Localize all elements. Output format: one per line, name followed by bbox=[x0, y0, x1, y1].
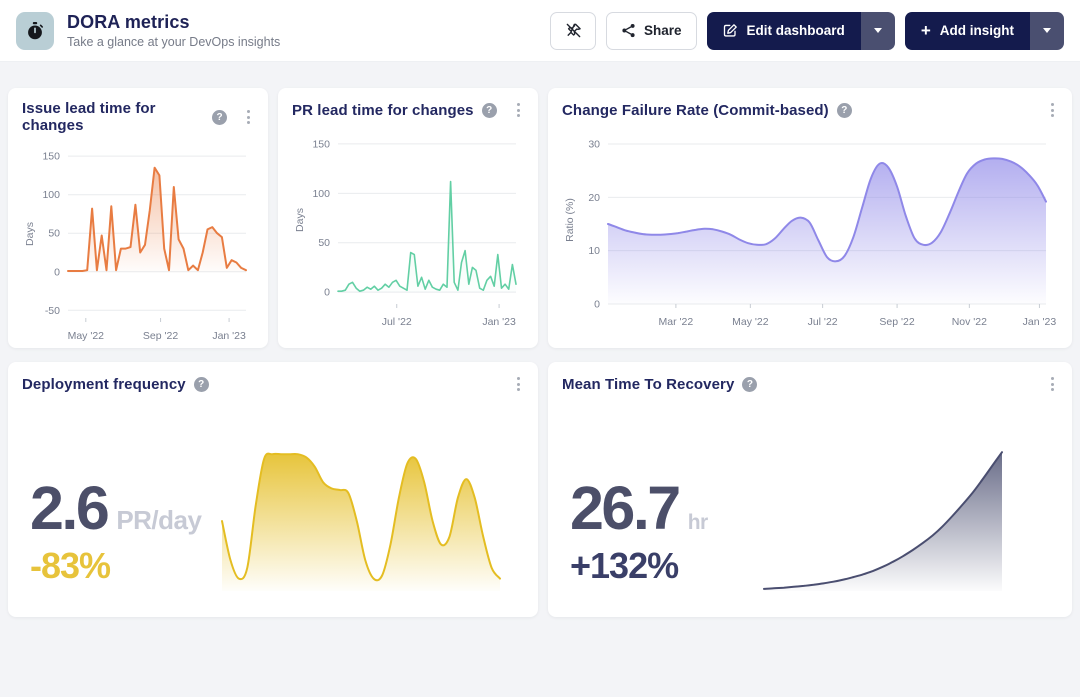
svg-text:-50: -50 bbox=[45, 305, 60, 317]
plus-icon: + bbox=[920, 20, 931, 40]
card-issue-lead-time: Issue lead time for changes ? 150 100 50 0 -… bbox=[8, 88, 268, 348]
card-title-issue-lead-time: Issue lead time for changes bbox=[22, 100, 156, 134]
svg-text:Mar '22: Mar '22 bbox=[659, 316, 694, 328]
mttr-unit: hr bbox=[687, 511, 709, 534]
svg-text:10: 10 bbox=[588, 245, 600, 257]
mttr-sparkline bbox=[762, 443, 1004, 593]
svg-text:Sep '22: Sep '22 bbox=[143, 330, 178, 342]
help-icon[interactable]: ? bbox=[481, 102, 497, 118]
share-button-label: Share bbox=[644, 23, 682, 38]
deployment-frequency-unit: PR/day bbox=[116, 505, 202, 535]
svg-text:150: 150 bbox=[312, 138, 330, 150]
share-icon bbox=[622, 23, 635, 38]
chevron-down-icon bbox=[1043, 28, 1051, 33]
kebab-menu-icon[interactable] bbox=[1047, 100, 1058, 120]
edit-dashboard-caret-button[interactable] bbox=[860, 11, 895, 50]
deployment-frequency-sparkline bbox=[220, 443, 502, 593]
svg-text:Ratio (%): Ratio (%) bbox=[564, 198, 576, 242]
svg-text:Days: Days bbox=[24, 222, 36, 246]
mttr-value: 26.7 bbox=[570, 474, 681, 542]
add-insight-label: Add insight bbox=[939, 23, 1014, 38]
card-change-failure-rate: Change Failure Rate (Commit-based) ? 30 2… bbox=[548, 88, 1072, 348]
svg-text:0: 0 bbox=[324, 287, 330, 299]
card-title-change-failure-rate: Change Failure Rate (Commit-based) bbox=[562, 101, 829, 119]
svg-text:50: 50 bbox=[48, 228, 60, 240]
svg-text:Jan '23: Jan '23 bbox=[212, 330, 246, 342]
add-insight-caret-button[interactable] bbox=[1030, 11, 1064, 50]
add-insight-button[interactable]: + Add insight bbox=[904, 11, 1030, 50]
help-icon[interactable]: ? bbox=[193, 376, 209, 392]
stopwatch-icon bbox=[16, 11, 54, 50]
svg-text:Jul '22: Jul '22 bbox=[382, 316, 412, 328]
mttr-delta: +132% bbox=[570, 545, 679, 586]
help-icon[interactable]: ? bbox=[836, 102, 852, 118]
svg-text:May '22: May '22 bbox=[68, 330, 105, 342]
card-title-mean-time-to-recovery: Mean Time To Recovery bbox=[562, 375, 735, 393]
svg-text:Jan '23: Jan '23 bbox=[482, 316, 516, 328]
svg-text:Jan '23: Jan '23 bbox=[1023, 316, 1057, 328]
svg-text:Days: Days bbox=[294, 208, 306, 232]
svg-text:50: 50 bbox=[318, 237, 330, 249]
edit-dashboard-label: Edit dashboard bbox=[746, 23, 845, 38]
add-insight-split-button: + Add insight bbox=[904, 11, 1064, 50]
edit-dashboard-split-button: Edit dashboard bbox=[706, 11, 895, 50]
kebab-menu-icon[interactable] bbox=[1047, 374, 1058, 394]
kebab-menu-icon[interactable] bbox=[513, 100, 524, 120]
kebab-menu-icon[interactable] bbox=[243, 107, 254, 127]
page-subtitle: Take a glance at your DevOps insights bbox=[67, 35, 281, 49]
svg-text:Nov '22: Nov '22 bbox=[952, 316, 987, 328]
card-mean-time-to-recovery: Mean Time To Recovery ? 26.7 hr +132% bbox=[548, 362, 1072, 617]
svg-text:Jul '22: Jul '22 bbox=[808, 316, 838, 328]
unpin-button[interactable] bbox=[550, 11, 597, 50]
dashboard-content: Issue lead time for changes ? 150 100 50 0-… bbox=[0, 62, 1080, 617]
svg-text:May '22: May '22 bbox=[732, 316, 769, 328]
pr-lead-time-chart: 150 100 50 0 Jul '22 Jan '23 Days bbox=[292, 124, 524, 330]
deployment-frequency-delta: -83% bbox=[30, 545, 111, 586]
change-failure-rate-chart: 30 20 10 0 Mar '22 May '22 Jul '22 Sep '22 Nov '… bbox=[562, 124, 1058, 330]
svg-text:100: 100 bbox=[42, 189, 60, 201]
card-pr-lead-time: PR lead time for changes ? 150 100 50 0 Jul … bbox=[278, 88, 538, 348]
svg-text:20: 20 bbox=[588, 192, 600, 204]
share-button[interactable]: Share bbox=[606, 11, 697, 50]
deployment-frequency-value: 2.6 bbox=[30, 474, 110, 542]
card-deployment-frequency: Deployment frequency ? 2.6 PR/day -83% bbox=[8, 362, 538, 617]
svg-text:30: 30 bbox=[588, 139, 600, 151]
help-icon[interactable]: ? bbox=[742, 376, 758, 392]
page-header: DORA metrics Take a glance at your DevOp… bbox=[0, 0, 1080, 62]
svg-text:0: 0 bbox=[54, 266, 60, 278]
kebab-menu-icon[interactable] bbox=[513, 374, 524, 394]
help-icon[interactable]: ? bbox=[212, 109, 227, 125]
chevron-down-icon bbox=[873, 28, 882, 33]
svg-text:Sep '22: Sep '22 bbox=[879, 316, 914, 328]
svg-text:100: 100 bbox=[312, 188, 330, 200]
edit-icon bbox=[723, 24, 737, 37]
edit-dashboard-button[interactable]: Edit dashboard bbox=[706, 11, 861, 50]
card-title-pr-lead-time: PR lead time for changes bbox=[292, 101, 474, 119]
svg-text:0: 0 bbox=[594, 299, 600, 311]
svg-text:150: 150 bbox=[42, 151, 60, 163]
unpin-icon bbox=[566, 23, 581, 38]
page-title: DORA metrics bbox=[67, 12, 190, 32]
issue-lead-time-chart: 150 100 50 0 -50 May '22 Sep '22 Jan '23 Days bbox=[22, 138, 254, 344]
card-title-deployment-frequency: Deployment frequency bbox=[22, 375, 186, 393]
